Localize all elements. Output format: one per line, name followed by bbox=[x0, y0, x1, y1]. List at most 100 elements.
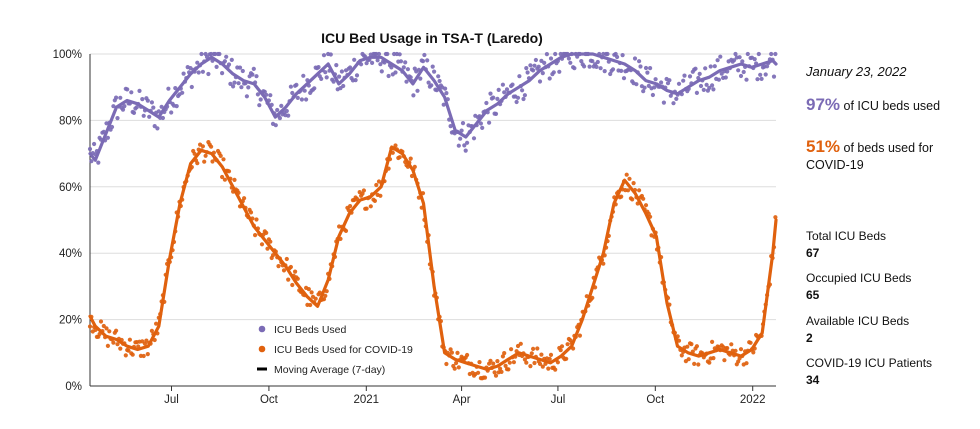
data-point bbox=[444, 91, 449, 96]
data-point bbox=[231, 84, 236, 89]
data-point bbox=[722, 358, 727, 363]
data-point bbox=[264, 230, 269, 235]
data-point bbox=[499, 369, 504, 374]
data-point bbox=[169, 110, 174, 115]
data-point bbox=[154, 321, 159, 326]
data-point bbox=[352, 57, 357, 62]
data-point bbox=[553, 51, 558, 57]
data-point bbox=[594, 64, 599, 69]
data-point bbox=[630, 197, 635, 202]
data-point bbox=[471, 136, 477, 141]
data-point bbox=[769, 51, 774, 57]
data-point bbox=[460, 121, 466, 126]
data-point bbox=[615, 54, 620, 60]
data-point bbox=[518, 341, 523, 346]
data-point bbox=[528, 63, 533, 68]
data-point bbox=[131, 110, 137, 115]
data-point bbox=[773, 51, 778, 57]
data-point bbox=[517, 74, 522, 79]
data-point bbox=[114, 95, 119, 100]
data-point bbox=[89, 159, 94, 164]
data-point bbox=[251, 66, 256, 71]
data-point bbox=[532, 360, 537, 366]
data-point bbox=[426, 80, 431, 85]
data-point bbox=[520, 88, 525, 93]
data-point bbox=[111, 104, 116, 109]
data-point bbox=[522, 93, 528, 98]
data-point bbox=[500, 354, 505, 359]
data-point bbox=[374, 182, 379, 188]
data-point bbox=[537, 361, 543, 366]
data-point bbox=[546, 366, 551, 371]
data-point bbox=[448, 124, 453, 129]
legend-marker bbox=[258, 325, 266, 333]
data-point bbox=[275, 107, 280, 113]
data-point bbox=[723, 75, 728, 80]
covid-icu-patients-value: 34 bbox=[806, 373, 820, 387]
data-point bbox=[277, 116, 282, 121]
data-point bbox=[641, 196, 646, 201]
data-point bbox=[650, 92, 656, 98]
data-point bbox=[361, 188, 366, 193]
data-point bbox=[125, 87, 130, 92]
data-point bbox=[248, 210, 254, 215]
data-point bbox=[443, 86, 448, 91]
data-point bbox=[452, 366, 457, 371]
data-point bbox=[773, 215, 778, 220]
data-point bbox=[551, 70, 556, 75]
data-point bbox=[698, 83, 704, 89]
data-point bbox=[459, 128, 464, 133]
data-point bbox=[476, 370, 481, 375]
data-point bbox=[577, 333, 583, 338]
data-point bbox=[659, 80, 664, 85]
icu-usage-summary: 97% of ICU beds used bbox=[806, 96, 974, 115]
data-point bbox=[488, 358, 493, 363]
data-point bbox=[533, 57, 539, 63]
total-icu-beds-label: Total ICU Beds bbox=[806, 229, 887, 243]
data-point bbox=[401, 65, 406, 70]
moving-average-line bbox=[88, 52, 778, 162]
data-point bbox=[236, 81, 241, 86]
data-point bbox=[676, 81, 682, 86]
data-point bbox=[590, 59, 595, 64]
data-point bbox=[294, 82, 299, 87]
data-point bbox=[535, 346, 540, 351]
data-point bbox=[385, 51, 390, 57]
data-point bbox=[553, 367, 558, 372]
data-point bbox=[398, 59, 404, 64]
data-point bbox=[348, 65, 353, 70]
data-point bbox=[557, 69, 562, 74]
data-point bbox=[118, 95, 123, 100]
data-point bbox=[725, 346, 730, 351]
data-point bbox=[397, 52, 402, 57]
data-point bbox=[548, 56, 554, 61]
data-point bbox=[465, 352, 470, 358]
covid-usage-summary: 51% of beds used for COVID-19 bbox=[806, 138, 974, 174]
data-point bbox=[254, 74, 259, 79]
data-point bbox=[145, 352, 150, 357]
data-point bbox=[542, 60, 547, 65]
data-point bbox=[456, 143, 461, 148]
available-icu-beds-label: Available ICU Beds bbox=[806, 314, 910, 328]
covid-usage-percent: 51% bbox=[806, 137, 841, 156]
data-point bbox=[687, 74, 693, 79]
data-point bbox=[502, 90, 507, 95]
data-point bbox=[524, 360, 529, 365]
data-point bbox=[540, 364, 545, 369]
data-point bbox=[511, 360, 516, 365]
data-point bbox=[166, 86, 171, 91]
moving-average-lines bbox=[88, 52, 778, 371]
data-point bbox=[279, 103, 284, 108]
data-point bbox=[240, 68, 245, 74]
data-point bbox=[149, 328, 154, 333]
data-point bbox=[206, 71, 211, 77]
data-point bbox=[304, 97, 309, 102]
data-point bbox=[141, 113, 146, 118]
data-point bbox=[487, 120, 492, 125]
data-point bbox=[286, 277, 291, 282]
data-point bbox=[619, 194, 624, 199]
data-point bbox=[339, 69, 344, 74]
data-point bbox=[228, 81, 233, 86]
data-point bbox=[536, 64, 541, 69]
chart-title: ICU Bed Usage in TSA-T (Laredo) bbox=[321, 30, 543, 46]
